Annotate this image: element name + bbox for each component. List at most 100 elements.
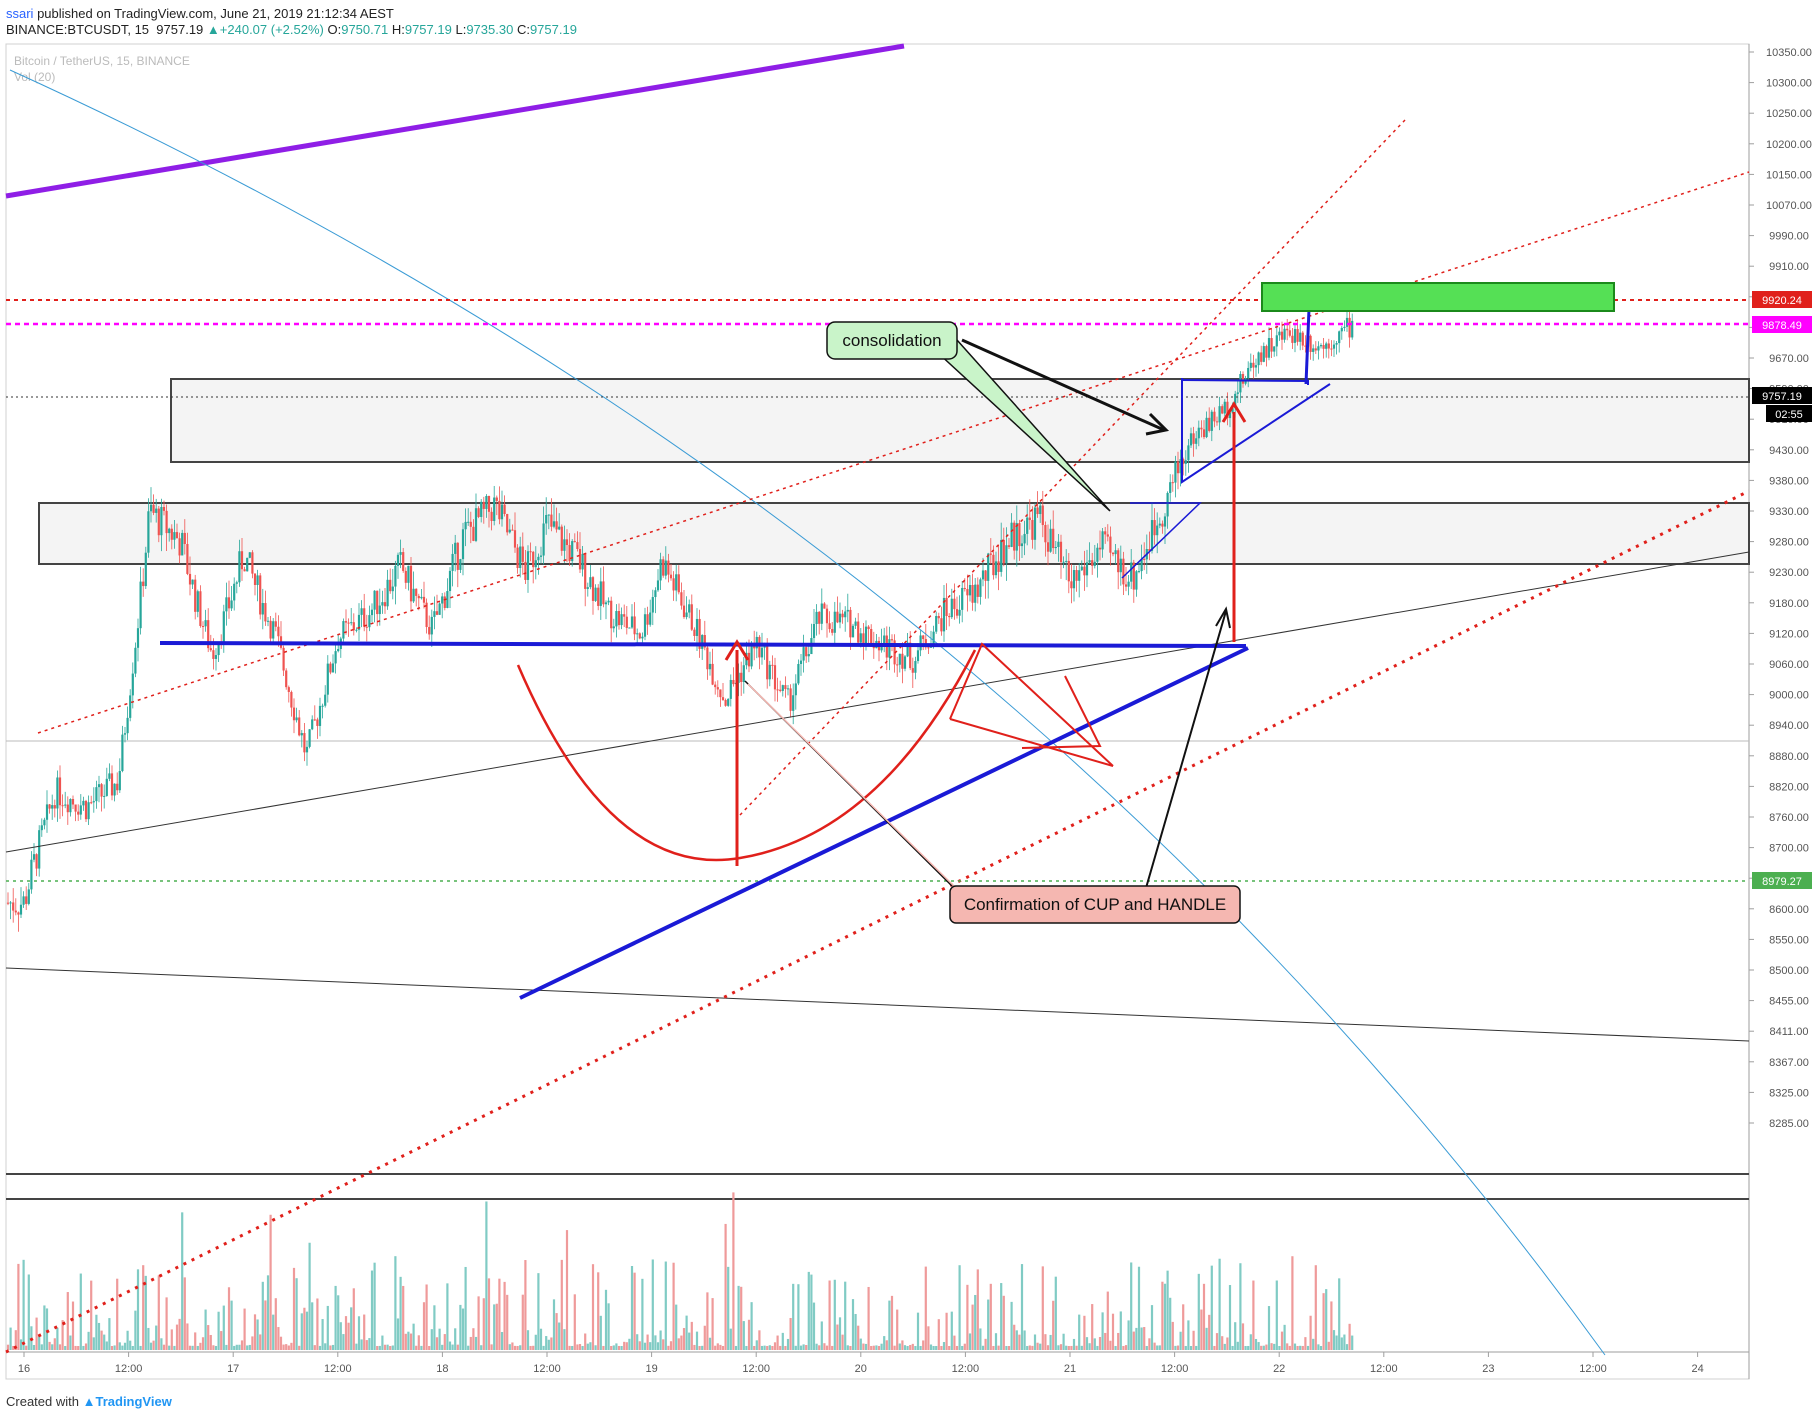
candle-body (1039, 505, 1042, 515)
candle-body (113, 783, 116, 796)
consolidation-pointer-arrow[interactable] (961, 338, 1165, 432)
change-value: ▲+240.07 (+2.52%) (207, 22, 324, 37)
rising-support-blue[interactable] (519, 646, 1249, 1000)
volume-bar (799, 1345, 803, 1350)
resistance-zone-upper[interactable] (170, 378, 1750, 463)
candle-body (903, 656, 907, 669)
cup-curve[interactable] (516, 649, 977, 862)
neckline-blue[interactable] (159, 641, 1247, 648)
volume-bar (1072, 1338, 1076, 1350)
candle-body (989, 553, 992, 555)
purple-trendline[interactable] (5, 43, 905, 199)
candle-body (1197, 427, 1200, 439)
volume-bar (435, 1337, 439, 1350)
candle-body (578, 548, 582, 570)
candle-body (441, 596, 444, 604)
volume-bar (160, 1338, 163, 1350)
time-tick-label: 17 (227, 1363, 239, 1375)
candle-body (305, 746, 309, 753)
volume-bar (170, 1329, 173, 1350)
candle-body (945, 597, 948, 617)
close-label: C: (516, 22, 530, 37)
volume-bar (430, 1329, 433, 1350)
candle-body (992, 554, 995, 576)
consolidation-label: consolidation (842, 331, 941, 350)
volume-bar (188, 1345, 192, 1350)
candle-body (688, 604, 691, 613)
flag-triangle-blue-2[interactable] (1181, 378, 1331, 484)
volume-bar (1104, 1332, 1107, 1350)
volume-bar (56, 1327, 59, 1350)
red-dotted-channel-upper[interactable] (37, 171, 1750, 734)
candle-body (594, 587, 597, 601)
tradingview-link[interactable]: TradingView (95, 1394, 172, 1409)
volume-bar (1189, 1345, 1193, 1350)
price-tick-label: 8455.00 (1769, 996, 1809, 1008)
volume-bar (51, 1344, 54, 1350)
channel-line-upper[interactable] (5, 551, 1750, 853)
candle-body (69, 799, 72, 813)
volume-bar (321, 1319, 324, 1350)
volume-bar (92, 1337, 95, 1350)
confirmation-callout[interactable] (949, 885, 1241, 924)
candle-body (755, 636, 758, 649)
candle-body (1270, 338, 1273, 352)
candle-body (1234, 393, 1237, 409)
red-dotted-channel-lower[interactable] (5, 489, 1750, 1354)
candle-body (519, 546, 522, 569)
volume-bar (584, 1333, 587, 1350)
red-dotted-projection[interactable] (739, 119, 1406, 816)
author-link[interactable]: ssari (6, 6, 34, 21)
consolidation-callout[interactable] (826, 321, 958, 360)
resistance-zone-lower[interactable] (38, 502, 1750, 565)
flag-triangle-blue-1[interactable] (1121, 502, 1202, 579)
handle-pennant-red-lower[interactable] (949, 718, 1114, 767)
candle-body (511, 529, 514, 531)
volume-bar (545, 1336, 548, 1350)
volume-bar (191, 1345, 194, 1350)
candle-body (58, 777, 62, 806)
volume-bar (441, 1344, 444, 1350)
volume-bar (1101, 1312, 1104, 1350)
channel-line-lower[interactable] (5, 967, 1750, 1042)
volume-bar (896, 1309, 899, 1350)
candle-body (334, 651, 337, 664)
volume-bar (747, 1319, 751, 1350)
candle-body (1028, 517, 1031, 521)
volume-bar (690, 1321, 693, 1350)
candle-body (1236, 392, 1239, 394)
time-tick-label: 12:00 (115, 1363, 143, 1375)
volume-bar (680, 1335, 683, 1350)
price-axis[interactable]: 10350.00 10300.00 10250.00 10200.00 10150.00… (1749, 47, 1812, 1130)
volume-bar (833, 1279, 836, 1350)
volume-bar (586, 1343, 589, 1350)
volume-bar (823, 1343, 826, 1350)
volume-bar (571, 1345, 574, 1350)
volume-bar (162, 1344, 166, 1350)
candle-body (298, 717, 301, 736)
candle-body (313, 719, 316, 721)
candle-body (958, 609, 961, 616)
confirmation-pointer-arrow[interactable] (1145, 610, 1227, 889)
candle-body (1223, 401, 1226, 414)
candle-body (584, 553, 587, 589)
ohlc-line: BINANCE:BTCUSDT, 15 9757.19 ▲+240.07 (+2… (6, 22, 577, 37)
blue-arc[interactable] (9, 69, 1606, 1356)
volume-bar (698, 1345, 701, 1350)
candle-body (714, 684, 717, 688)
handle-pennant-red-upper[interactable] (949, 642, 1114, 767)
candle-body (1301, 332, 1304, 346)
candle-body (976, 584, 979, 597)
volume-bar (493, 1304, 496, 1350)
time-axis[interactable]: 16 12:00 17 12:00 18 12:00 19 12:00 20 12:00 21 12:… (18, 1352, 1704, 1375)
volume-bar (17, 1263, 20, 1350)
target-zone-green[interactable] (1261, 282, 1615, 312)
candle-body (576, 542, 579, 549)
price-tick-label: 9330.00 (1769, 506, 1809, 518)
volume-bar (1252, 1280, 1255, 1350)
handle-wedge-red[interactable] (1021, 675, 1102, 749)
volume-bar (604, 1289, 608, 1350)
candle-body (1049, 528, 1052, 552)
flag-top-blue[interactable] (1181, 379, 1309, 385)
